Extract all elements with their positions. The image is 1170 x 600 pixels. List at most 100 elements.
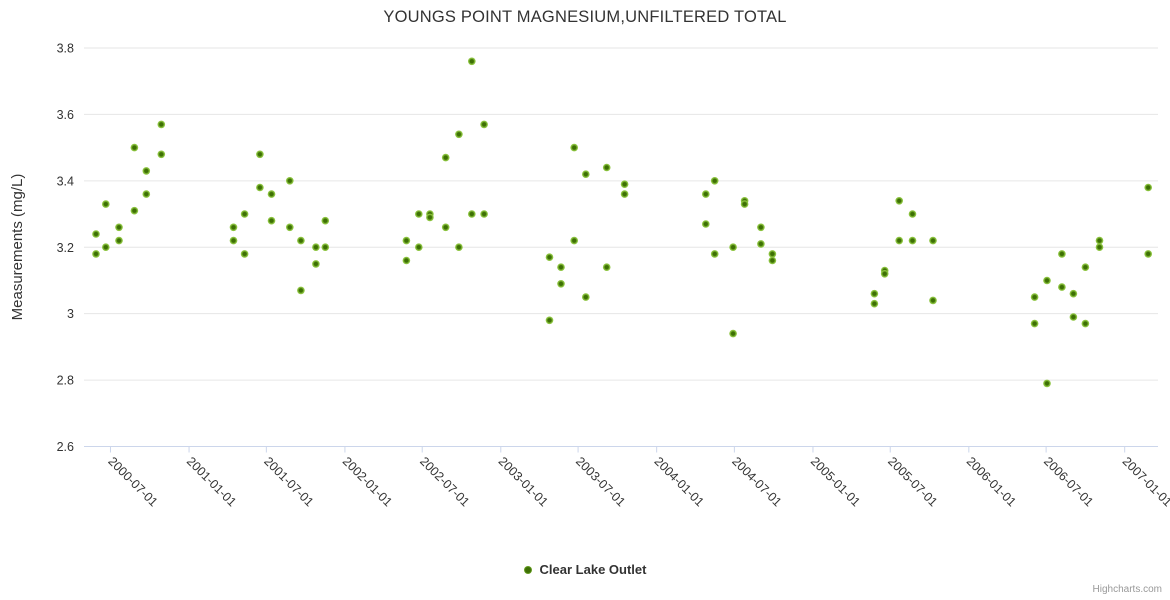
data-point[interactable] bbox=[426, 213, 434, 222]
data-points-layer bbox=[92, 57, 1152, 388]
data-point[interactable] bbox=[256, 150, 264, 159]
data-point[interactable] bbox=[267, 216, 276, 225]
data-point[interactable] bbox=[441, 153, 450, 162]
data-point[interactable] bbox=[115, 223, 123, 232]
data-point[interactable] bbox=[702, 190, 710, 198]
data-point[interactable] bbox=[929, 296, 937, 305]
data-point[interactable] bbox=[267, 190, 276, 198]
data-point[interactable] bbox=[929, 236, 937, 245]
x-axis-tick-label: 2005-01-01 bbox=[808, 454, 863, 509]
data-point[interactable] bbox=[870, 289, 879, 298]
data-point[interactable] bbox=[1043, 379, 1051, 388]
data-point[interactable] bbox=[1069, 289, 1078, 298]
data-point[interactable] bbox=[895, 197, 903, 205]
data-point[interactable] bbox=[1144, 183, 1152, 192]
x-axis-tick-label: 2002-01-01 bbox=[340, 454, 395, 509]
chart-title: YOUNGS POINT MAGNESIUM,UNFILTERED TOTAL bbox=[383, 8, 787, 26]
y-axis-tick-label: 2.8 bbox=[57, 374, 74, 388]
data-point[interactable] bbox=[102, 243, 110, 251]
data-point[interactable] bbox=[1058, 250, 1066, 258]
highcharts-credits-link[interactable]: Highcharts.com bbox=[1092, 584, 1162, 595]
data-point[interactable] bbox=[229, 223, 238, 232]
legend-marker-icon bbox=[523, 565, 532, 574]
data-point[interactable] bbox=[1030, 293, 1039, 301]
data-point[interactable] bbox=[468, 57, 476, 66]
data-point[interactable] bbox=[895, 236, 903, 245]
data-point[interactable] bbox=[557, 263, 565, 272]
data-point[interactable] bbox=[142, 190, 151, 198]
gridlines-layer bbox=[84, 47, 1158, 447]
data-point[interactable] bbox=[1030, 319, 1039, 328]
data-point[interactable] bbox=[620, 190, 629, 198]
data-point[interactable] bbox=[455, 243, 463, 251]
data-point[interactable] bbox=[570, 236, 578, 245]
data-point[interactable] bbox=[545, 253, 554, 261]
data-point[interactable] bbox=[870, 299, 879, 308]
data-point[interactable] bbox=[256, 183, 264, 192]
data-point[interactable] bbox=[602, 163, 611, 172]
data-point[interactable] bbox=[1081, 263, 1090, 272]
data-point[interactable] bbox=[620, 180, 629, 188]
data-point[interactable] bbox=[297, 286, 305, 295]
data-point[interactable] bbox=[1081, 319, 1090, 328]
data-point[interactable] bbox=[402, 256, 411, 265]
data-point[interactable] bbox=[1095, 236, 1104, 245]
data-point[interactable] bbox=[710, 250, 719, 258]
data-point[interactable] bbox=[321, 243, 330, 251]
legend-item[interactable]: Clear Lake Outlet bbox=[0, 562, 1170, 577]
data-point[interactable] bbox=[1069, 313, 1078, 321]
legend-series-label: Clear Lake Outlet bbox=[539, 562, 647, 577]
data-point[interactable] bbox=[286, 177, 294, 185]
data-point[interactable] bbox=[441, 223, 450, 232]
data-point[interactable] bbox=[908, 236, 917, 245]
data-point[interactable] bbox=[240, 250, 249, 258]
data-point[interactable] bbox=[480, 210, 488, 218]
data-point[interactable] bbox=[729, 243, 737, 251]
data-point[interactable] bbox=[557, 280, 565, 288]
data-point[interactable] bbox=[880, 270, 889, 278]
data-point[interactable] bbox=[229, 236, 238, 245]
data-point[interactable] bbox=[157, 120, 166, 129]
data-point[interactable] bbox=[740, 200, 749, 208]
axis-layer: 2.6 2.8 3 3.2 3.4 3.6 3.8 2000-07-01 2001-01-01 2… bbox=[57, 42, 1170, 510]
data-point[interactable] bbox=[768, 256, 777, 265]
data-point[interactable] bbox=[757, 240, 765, 248]
data-point[interactable] bbox=[468, 210, 476, 218]
data-point[interactable] bbox=[1043, 276, 1051, 285]
data-point[interactable] bbox=[130, 143, 139, 152]
data-point[interactable] bbox=[157, 150, 166, 159]
data-point[interactable] bbox=[710, 177, 719, 185]
data-point[interactable] bbox=[312, 260, 320, 268]
data-point[interactable] bbox=[321, 216, 330, 225]
data-point[interactable] bbox=[480, 120, 488, 129]
data-point[interactable] bbox=[545, 316, 554, 325]
data-point[interactable] bbox=[702, 220, 710, 228]
data-point[interactable] bbox=[757, 223, 765, 232]
data-point[interactable] bbox=[415, 243, 423, 251]
y-axis-tick-label: 3.8 bbox=[57, 42, 74, 56]
data-point[interactable] bbox=[1144, 250, 1152, 258]
data-point[interactable] bbox=[415, 210, 423, 218]
data-point[interactable] bbox=[297, 236, 305, 245]
data-point[interactable] bbox=[602, 263, 611, 272]
data-point[interactable] bbox=[729, 329, 737, 338]
data-point[interactable] bbox=[582, 293, 590, 301]
data-point[interactable] bbox=[908, 210, 917, 218]
data-point[interactable] bbox=[92, 230, 100, 238]
data-point[interactable] bbox=[1058, 283, 1066, 291]
data-point[interactable] bbox=[312, 243, 320, 251]
data-point[interactable] bbox=[130, 206, 139, 215]
data-point[interactable] bbox=[455, 130, 463, 139]
data-point[interactable] bbox=[240, 210, 249, 218]
data-point[interactable] bbox=[1095, 243, 1104, 251]
data-point[interactable] bbox=[92, 250, 100, 258]
data-point[interactable] bbox=[142, 167, 151, 175]
data-point[interactable] bbox=[582, 170, 590, 178]
data-point[interactable] bbox=[402, 236, 411, 245]
data-point[interactable] bbox=[570, 143, 578, 152]
data-point[interactable] bbox=[115, 236, 123, 245]
data-point[interactable] bbox=[768, 250, 777, 258]
data-point[interactable] bbox=[102, 200, 110, 208]
data-point[interactable] bbox=[286, 223, 294, 232]
